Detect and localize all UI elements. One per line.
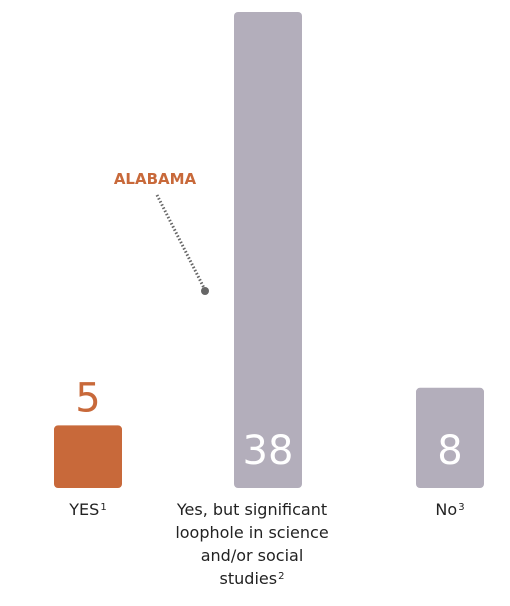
category-label-yes-loophole: Yes, but significant loophole in science…: [175, 500, 329, 588]
annotation-dot: [201, 287, 209, 295]
data-label-bar-3: 8: [437, 428, 462, 474]
bar-3: [416, 387, 484, 488]
category-label-yes: YES1: [69, 500, 107, 519]
bar-2: [234, 12, 302, 488]
data-label-bar-2: 38: [243, 428, 294, 474]
category-label-no: No3: [435, 500, 465, 519]
annotation-leader-line: [155, 194, 207, 291]
annotation-label: ALABAMA: [114, 170, 197, 188]
data-label-above-bar-1: 5: [75, 375, 100, 421]
bar-1: [54, 425, 122, 488]
